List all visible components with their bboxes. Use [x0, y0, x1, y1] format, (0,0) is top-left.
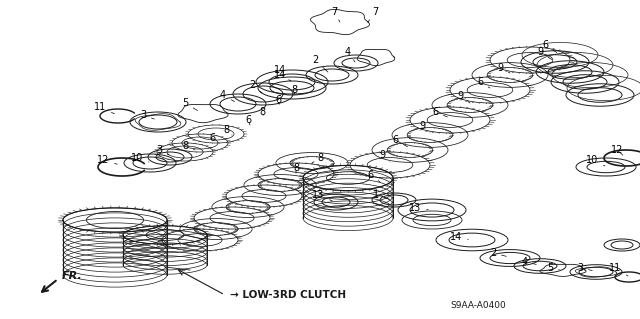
- Text: 4: 4: [220, 90, 235, 102]
- Text: 10: 10: [131, 153, 149, 163]
- Text: 3: 3: [577, 263, 592, 273]
- Text: 9: 9: [419, 121, 430, 133]
- Text: 6: 6: [275, 95, 281, 105]
- Text: 6: 6: [432, 107, 447, 117]
- Text: 7: 7: [331, 7, 340, 22]
- Text: 6: 6: [477, 77, 490, 88]
- Text: 9: 9: [497, 63, 510, 73]
- Text: 2: 2: [249, 80, 262, 93]
- Text: 2: 2: [490, 248, 506, 258]
- Text: 8: 8: [293, 163, 299, 173]
- Text: 8: 8: [259, 107, 265, 117]
- Text: 11: 11: [609, 263, 628, 276]
- Text: 12: 12: [611, 145, 623, 155]
- Text: 10: 10: [586, 155, 605, 166]
- Text: 6: 6: [367, 170, 380, 182]
- Text: 9: 9: [379, 150, 390, 162]
- Text: → LOW-3RD CLUTCH: → LOW-3RD CLUTCH: [230, 290, 346, 300]
- Text: 14: 14: [274, 65, 289, 80]
- Text: 4: 4: [345, 47, 355, 62]
- Text: 9: 9: [537, 47, 552, 60]
- Text: 3: 3: [156, 145, 169, 155]
- Text: 8: 8: [182, 141, 195, 151]
- Text: 6: 6: [209, 133, 218, 143]
- Text: 1: 1: [373, 190, 389, 200]
- Text: 11: 11: [94, 102, 115, 114]
- Text: 13: 13: [312, 190, 332, 201]
- Text: 8: 8: [291, 85, 297, 95]
- Text: 14: 14: [274, 70, 291, 81]
- Text: 8: 8: [312, 153, 323, 163]
- Text: 6: 6: [245, 115, 251, 125]
- Text: 2: 2: [312, 55, 328, 72]
- Text: 6: 6: [542, 40, 557, 53]
- Text: 8: 8: [223, 125, 232, 135]
- Text: 7: 7: [368, 7, 378, 22]
- Text: S9AA-A0400: S9AA-A0400: [450, 300, 506, 309]
- Text: 12: 12: [97, 155, 117, 165]
- Text: 5: 5: [182, 98, 198, 111]
- Text: 5: 5: [547, 263, 559, 273]
- Text: 4: 4: [522, 257, 536, 267]
- Text: 3: 3: [140, 110, 154, 120]
- Text: 13: 13: [409, 203, 428, 213]
- Text: 14: 14: [450, 232, 468, 242]
- Text: FR.: FR.: [62, 271, 83, 281]
- Text: 9: 9: [457, 91, 470, 103]
- Text: 6: 6: [392, 135, 408, 147]
